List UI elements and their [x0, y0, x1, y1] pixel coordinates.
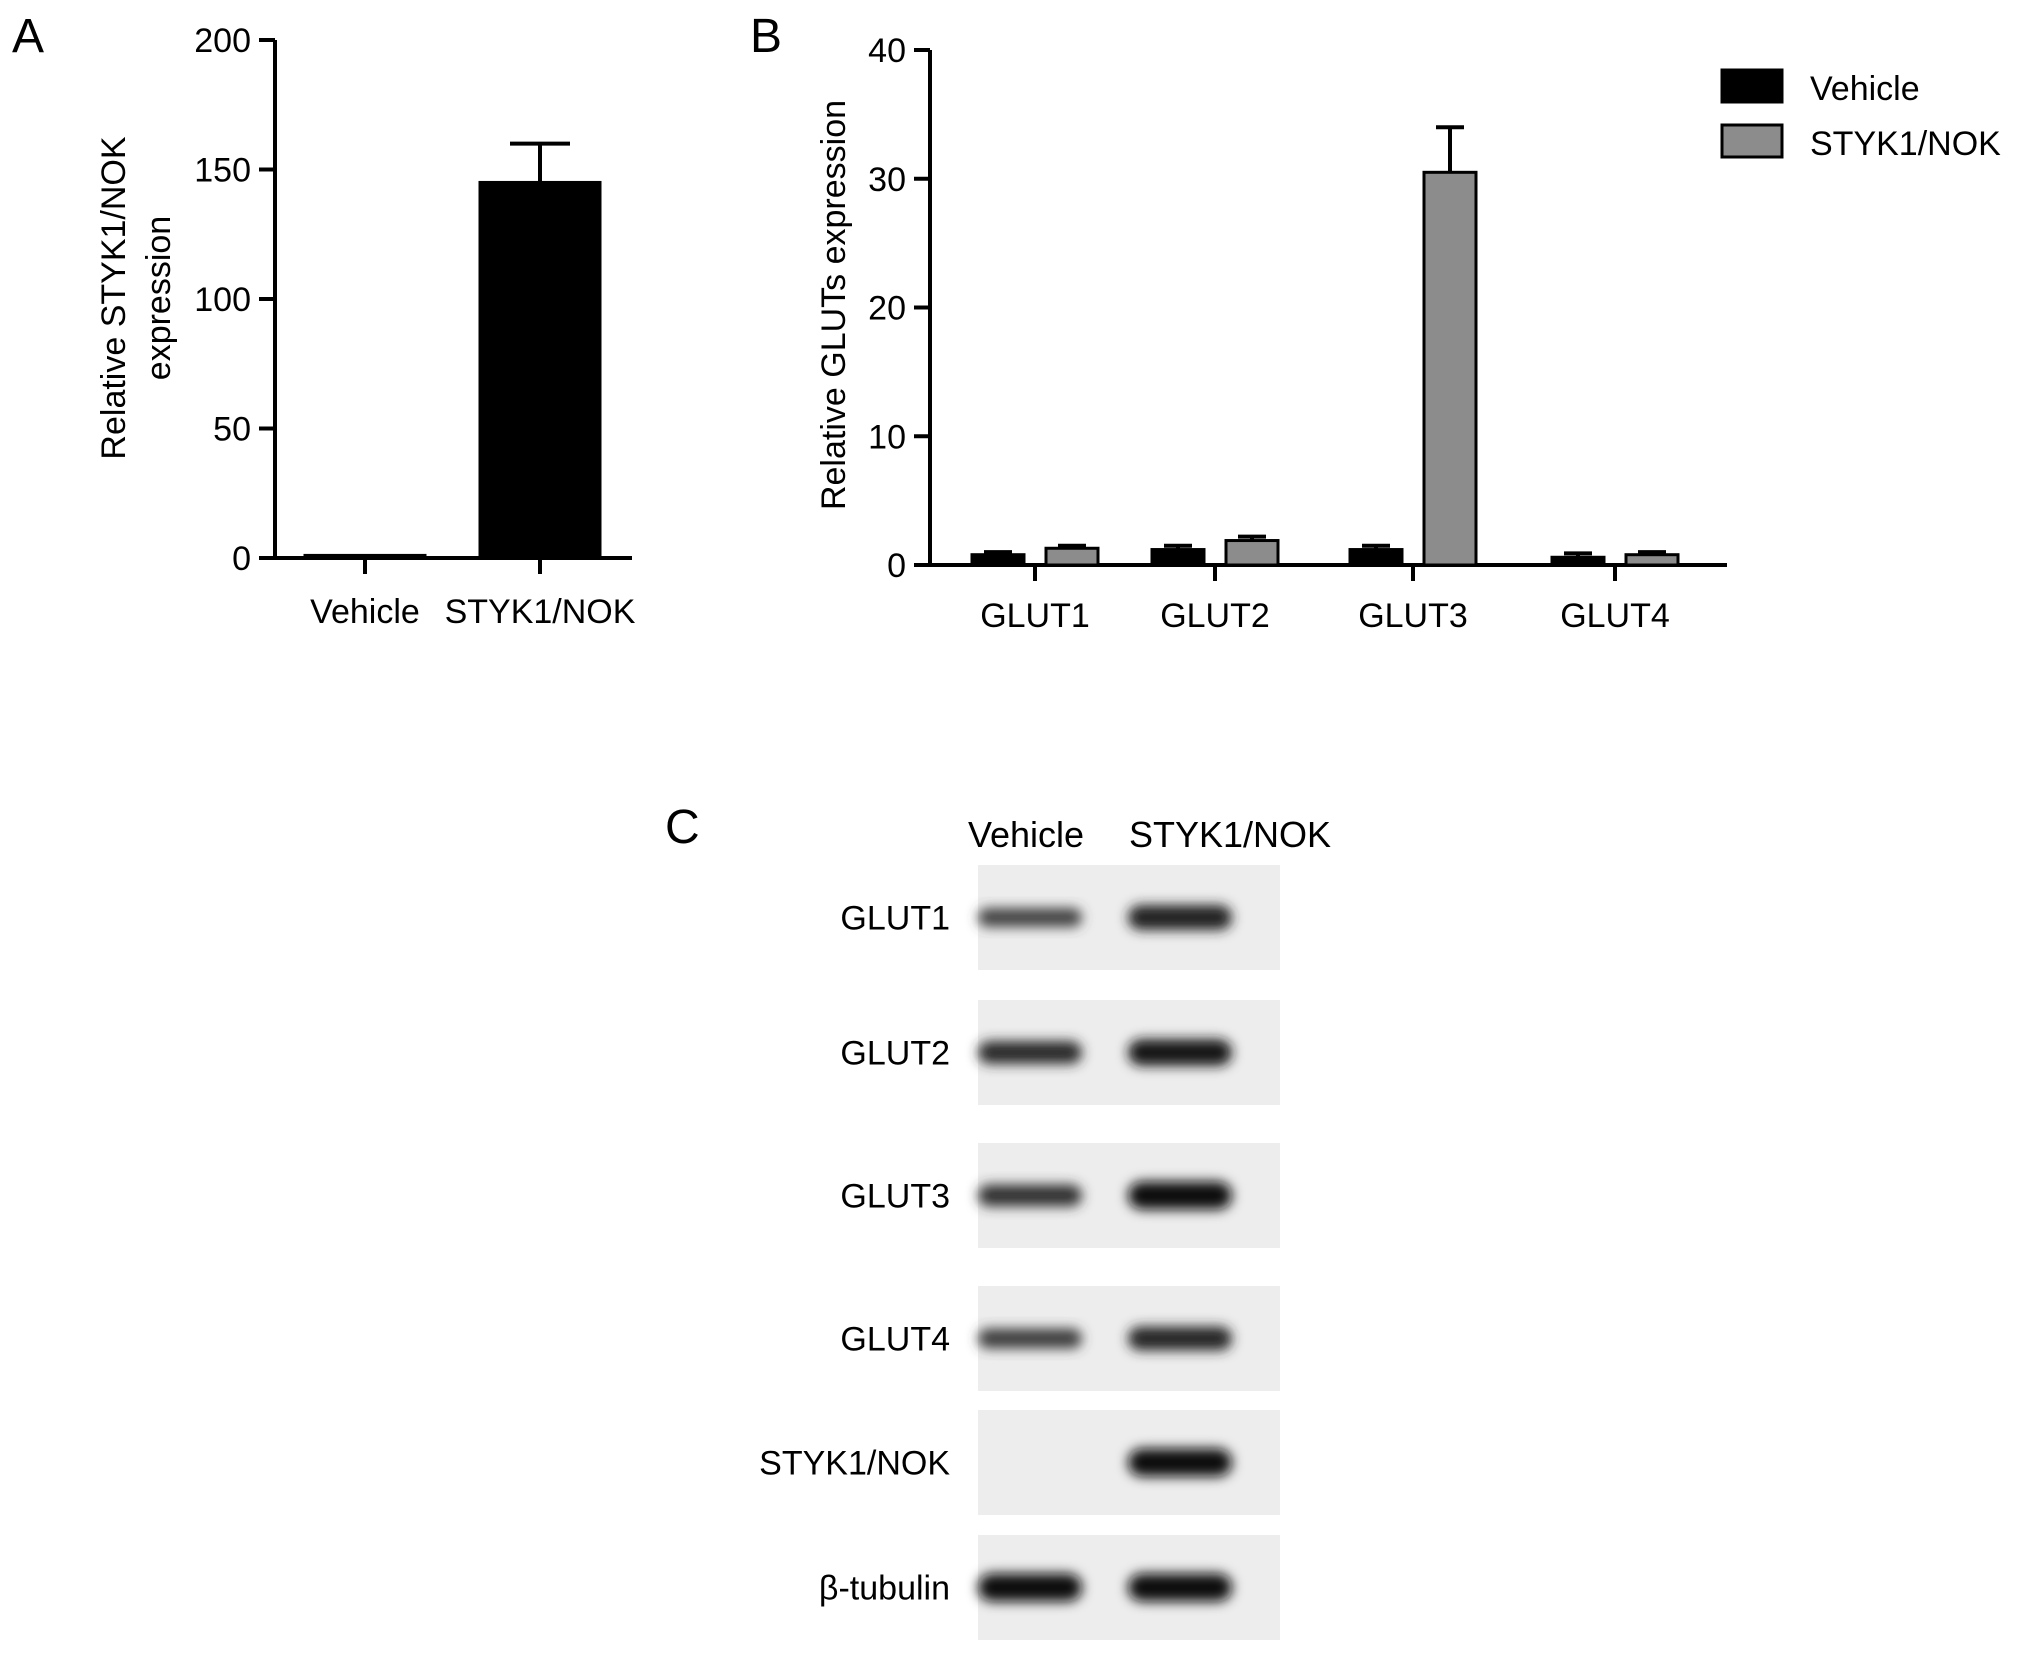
panel-b-xtick-label-glut4: GLUT4 [1560, 597, 1670, 635]
panel-b-bar-glut3-vehicle [1348, 548, 1404, 567]
panel-b-chart: B Relative GLUTs expression 0 10 20 30 40 GLU… [750, 10, 2001, 635]
panel-a-ylabel-line1: Relative STYK1/NOK [95, 136, 133, 459]
blot-band-glut3-lane-1 [978, 1184, 1082, 1207]
panel-b-bar-glut4-styk1-nok [1624, 553, 1680, 567]
panel-a-ytick-label: 150 [194, 152, 251, 190]
blot-band-glut2-lane-2 [1128, 1039, 1232, 1066]
panel-a-bar-vehicle [303, 553, 427, 560]
blot-band-glut2-lane-1 [978, 1041, 1082, 1064]
panel-a-chart: A Relative STYK1/NOK expression 0 50 100 15… [12, 10, 636, 631]
panel-b-bar-glut1-vehicle [970, 553, 1026, 567]
blot-band-glut1-lane-2 [1128, 905, 1232, 930]
panel-b-ylabel: Relative GLUTs expression [815, 100, 853, 510]
panel-b-bar-glut1-styk1-nok [1044, 546, 1100, 567]
panel-a-ytick-label: 200 [194, 22, 251, 60]
panel-b-legend: Vehicle STYK1/NOK [1720, 68, 2001, 163]
blot-band-glut1-lane-1 [978, 908, 1082, 927]
panel-b-bar-glut4-vehicle [1550, 555, 1606, 567]
blot-column-vehicle: Vehicle [968, 814, 1084, 855]
panel-b-legend-swatch-vehicle [1720, 68, 1784, 104]
blot-band-glut3-lane-2 [1128, 1181, 1232, 1210]
blot-row-label-glut2: GLUT2 [840, 1035, 950, 1073]
panel-a-ytick-label: 0 [232, 540, 251, 578]
blot-row-label-glut1: GLUT1 [840, 900, 950, 938]
panel-a-xtick-label-vehicle: Vehicle [310, 593, 420, 631]
panel-c-western-blot: C Vehicle STYK1/NOK GLUT1 GLUT2 GLUT3 GLUT4… [665, 801, 1331, 1640]
panel-b-xtick-label-glut2: GLUT2 [1160, 597, 1270, 635]
blot-row-label-tubulin: β-tubulin [819, 1570, 950, 1608]
panel-a-ylabel-line2: expression [140, 216, 178, 380]
panel-b-ytick-label: 30 [868, 161, 906, 199]
panel-b-bar-glut3-styk1-nok [1422, 170, 1478, 567]
panel-a-ytick-label: 50 [213, 411, 251, 449]
blot-band-styk1-nok-lane-2 [1128, 1448, 1232, 1477]
blot-band-tubulin-lane-1 [978, 1573, 1082, 1602]
panel-a-letter: A [12, 10, 44, 63]
panel-b-xtick-label-glut1: GLUT1 [980, 597, 1090, 635]
panel-b-legend-label-styk1-nok: STYK1/NOK [1810, 125, 2001, 163]
blot-row-label-styk1-nok: STYK1/NOK [759, 1445, 950, 1483]
panel-b-ytick-label: 20 [868, 290, 906, 328]
panel-a-xtick-label-styk1-nok: STYK1/NOK [445, 593, 636, 631]
blot-row-label-glut3: GLUT3 [840, 1178, 950, 1216]
panel-b-xtick-label-glut3: GLUT3 [1358, 597, 1468, 635]
panel-a-bar-styk1-nok [478, 180, 602, 560]
blot-band-glut4-lane-1 [978, 1328, 1082, 1349]
panel-b-bar-glut2-styk1-nok [1224, 539, 1280, 567]
panel-b-letter: B [750, 10, 782, 63]
panel-b-ytick-label: 10 [868, 418, 906, 456]
blot-row-label-glut4: GLUT4 [840, 1321, 950, 1359]
panel-b-legend-swatch-styk1-nok [1720, 123, 1784, 159]
blot-band-tubulin-lane-2 [1128, 1573, 1232, 1602]
panel-a-ytick-label: 100 [194, 281, 251, 319]
panel-b-legend-label-vehicle: Vehicle [1810, 70, 1920, 108]
panel-c-letter: C [665, 801, 700, 854]
panel-b-ytick-label: 40 [868, 32, 906, 70]
panel-b-ytick-label: 0 [887, 547, 906, 585]
blot-band-glut4-lane-2 [1128, 1326, 1232, 1351]
blot-column-styk1-nok: STYK1/NOK [1129, 814, 1331, 855]
panel-b-bar-glut2-vehicle [1150, 548, 1206, 567]
